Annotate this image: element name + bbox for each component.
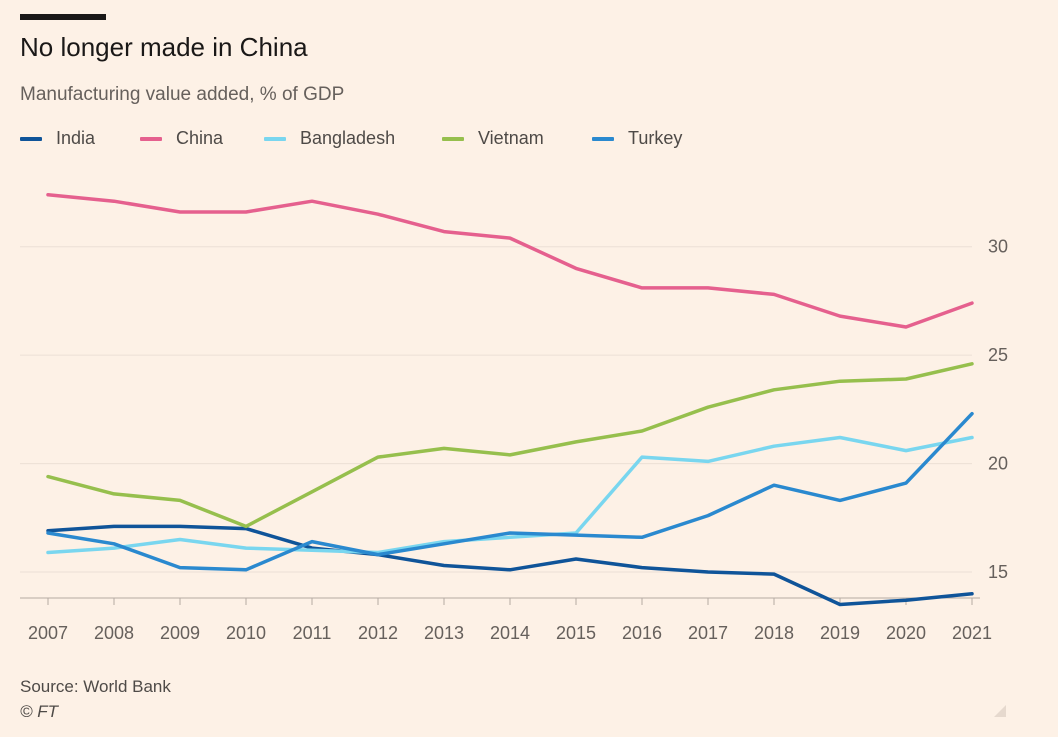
x-axis: 2007 2008 2009 2010 2011 2012 2013 2014 2015 2016… (20, 597, 992, 643)
x-tick-label-2014: 2014 (490, 623, 530, 643)
legend-label-turkey: Turkey (628, 128, 683, 148)
legend-item-china: China (140, 128, 223, 149)
legend-swatch-india (20, 136, 42, 141)
legend-item-vietnam: Vietnam (442, 128, 544, 149)
x-tick-label-2012: 2012 (358, 623, 398, 643)
x-tick-label-2016: 2016 (622, 623, 662, 643)
x-tick-label-2019: 2019 (820, 623, 860, 643)
source-note: Source: World Bank (20, 677, 171, 696)
legend-swatch-turkey (592, 136, 614, 141)
series-line-vietnam (46, 362, 974, 529)
gridlines (20, 246, 972, 573)
legend-item-bangladesh: Bangladesh (264, 128, 395, 149)
x-tick-label-2017: 2017 (688, 623, 728, 643)
y-tick-label-30: 30 (988, 237, 1008, 257)
legend-label-india: India (56, 128, 96, 148)
x-tick-label-2020: 2020 (886, 623, 926, 643)
legend-label-vietnam: Vietnam (478, 128, 544, 148)
y-tick-label-25: 25 (988, 345, 1008, 365)
x-tick-label-2015: 2015 (556, 623, 596, 643)
x-tick-label-2013: 2013 (424, 623, 464, 643)
series-line-turkey (46, 411, 974, 572)
series-line-china (46, 192, 974, 329)
credit-note: © FT (20, 702, 59, 721)
y-tick-label-20: 20 (988, 454, 1008, 474)
legend-item-india: India (20, 128, 95, 149)
legend-swatch-china (140, 136, 162, 141)
x-tick-label-2018: 2018 (754, 623, 794, 643)
x-tick-label-2021: 2021 (952, 623, 992, 643)
x-tick-label-2008: 2008 (94, 623, 134, 643)
x-tick-label-2011: 2011 (293, 623, 332, 643)
series-line-bangladesh (46, 435, 974, 555)
chart-subtitle: Manufacturing value added, % of GDP (20, 84, 345, 105)
legend-label-bangladesh: Bangladesh (300, 128, 396, 148)
x-tick-label-2007: 2007 (28, 623, 68, 643)
y-tick-label-15: 15 (988, 562, 1008, 582)
series-lines (46, 192, 974, 607)
x-tick-label-2010: 2010 (226, 623, 266, 643)
chart-title: No longer made in China (20, 32, 308, 62)
legend-swatch-vietnam (442, 136, 464, 141)
legend-label-china: China (176, 128, 224, 148)
legend-item-turkey: Turkey (592, 128, 682, 149)
header-rule (20, 14, 106, 20)
y-axis-ticks: 15 20 25 30 (988, 237, 1008, 582)
legend-swatch-bangladesh (264, 136, 286, 141)
resize-corner-icon (994, 705, 1006, 717)
x-tick-label-2009: 2009 (160, 623, 200, 643)
series-line-india (46, 524, 974, 607)
